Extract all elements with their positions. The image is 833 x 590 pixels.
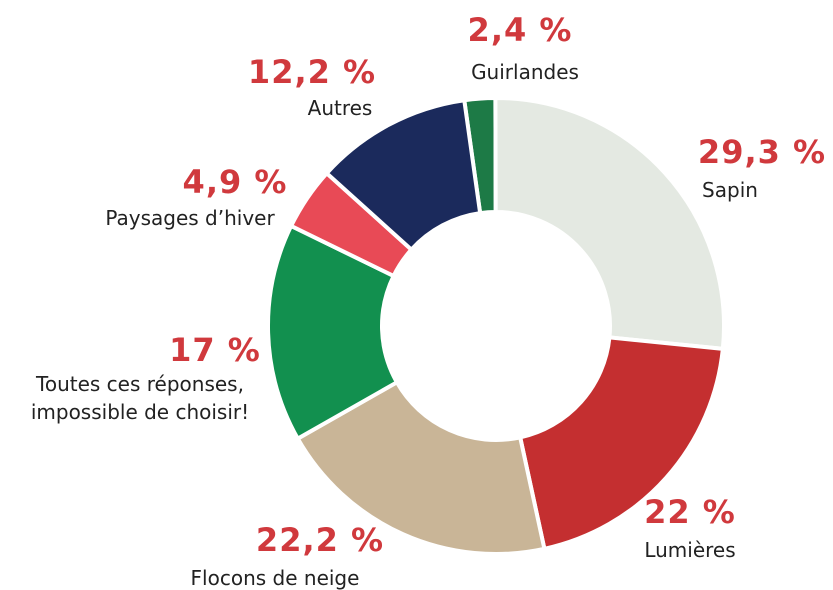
donut-segment bbox=[517, 335, 726, 552]
value-label: 17 % bbox=[169, 331, 261, 369]
category-label: Guirlandes bbox=[471, 60, 579, 84]
value-label: 22 % bbox=[644, 493, 736, 531]
donut-segment bbox=[493, 96, 726, 352]
category-label: Autres bbox=[307, 96, 373, 120]
donut-segment bbox=[266, 223, 400, 442]
category-label: Sapin bbox=[702, 178, 758, 202]
donut-segment bbox=[323, 97, 483, 253]
category-label: Lumières bbox=[644, 538, 736, 562]
value-label: 29,3 % bbox=[697, 133, 827, 171]
category-label: Flocons de neige bbox=[190, 566, 360, 590]
value-label: 4,9 % bbox=[182, 163, 288, 201]
category-label: Toutes ces réponses, impossible de chois… bbox=[30, 372, 250, 424]
category-label: Paysages d’hiver bbox=[105, 206, 275, 230]
value-label: 22,2 % bbox=[255, 521, 385, 559]
value-label: 12,2 % bbox=[247, 53, 377, 91]
value-label: 2,4 % bbox=[467, 11, 573, 49]
donut-segment bbox=[295, 379, 547, 556]
